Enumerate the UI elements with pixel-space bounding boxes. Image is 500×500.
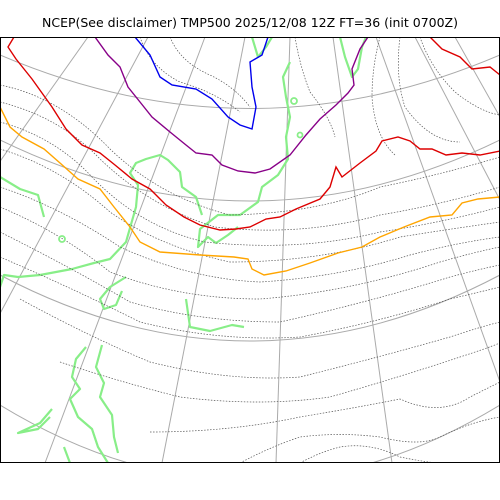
coastline-lower-left: [62, 446, 72, 463]
latitude-line: [0, 404, 500, 463]
isotherm-line: [0, 101, 500, 231]
graticule-latitudes: [0, 54, 500, 463]
isotherm-line: [59, 342, 500, 403]
isotherm-red-east: [429, 37, 500, 76]
meridian-line: [375, 37, 500, 383]
meridian-line: [161, 37, 246, 463]
isotherm-line: [149, 381, 500, 433]
isotherm-line: [169, 37, 251, 108]
coastline-central: [196, 61, 292, 249]
isotherm-purple: [94, 37, 369, 174]
graticule-meridians: [0, 37, 500, 463]
meridian-line: [332, 37, 393, 463]
isotherm-line: [239, 416, 500, 463]
map-title: NCEP(See disclaimer) TMP500 2025/12/08 1…: [41, 15, 458, 30]
isotherm-line: [0, 84, 500, 216]
isotherm-line: [0, 186, 500, 283]
isotherms-major: [0, 37, 500, 276]
latitude-line: [0, 54, 500, 109]
meridian-line: [414, 37, 500, 201]
meridian-line: [44, 37, 206, 463]
meridian-line: [0, 37, 149, 315]
latitude-line: [0, 274, 500, 342]
isotherm-line: [0, 121, 500, 246]
isotherm-line: [0, 206, 500, 300]
map-frame: [0, 37, 500, 463]
isotherm-blue: [134, 37, 269, 130]
islet: [296, 131, 304, 139]
isotherm-line: [139, 37, 241, 113]
isotherm-line: [419, 37, 500, 116]
isotherm-line: [0, 148, 500, 263]
coastline-west: [0, 176, 46, 218]
coastlines: [0, 37, 368, 463]
isotherms-minor: [0, 37, 500, 463]
latitude-line: [0, 139, 500, 202]
meridian-line: [0, 37, 89, 163]
islet: [290, 97, 298, 105]
coastline-small-isle: [16, 408, 53, 435]
isotherm-line: [0, 231, 500, 323]
isotherm-orange: [0, 106, 500, 276]
coastline-islets: [58, 97, 304, 243]
isotherm-line: [19, 298, 500, 379]
coastline-coast-lower: [184, 298, 245, 333]
isotherm-red-west: [7, 37, 500, 231]
islet: [58, 235, 66, 243]
map-border: [0, 37, 500, 463]
coastline-southwest: [68, 346, 109, 463]
isotherm-line: [294, 37, 336, 138]
isotherm-line: [397, 37, 461, 143]
isotherm-line: [0, 256, 500, 339]
coastline-coast-south: [98, 276, 127, 311]
coastline-southwest-inner: [94, 344, 120, 454]
coastline-peninsula: [0, 153, 204, 288]
coastline-north-east: [338, 37, 368, 79]
isotherm-line: [371, 37, 396, 156]
coastline-north: [250, 37, 273, 59]
isotherm-line: [299, 445, 441, 463]
meridian-line: [454, 37, 500, 118]
map-canvas: [0, 37, 500, 463]
